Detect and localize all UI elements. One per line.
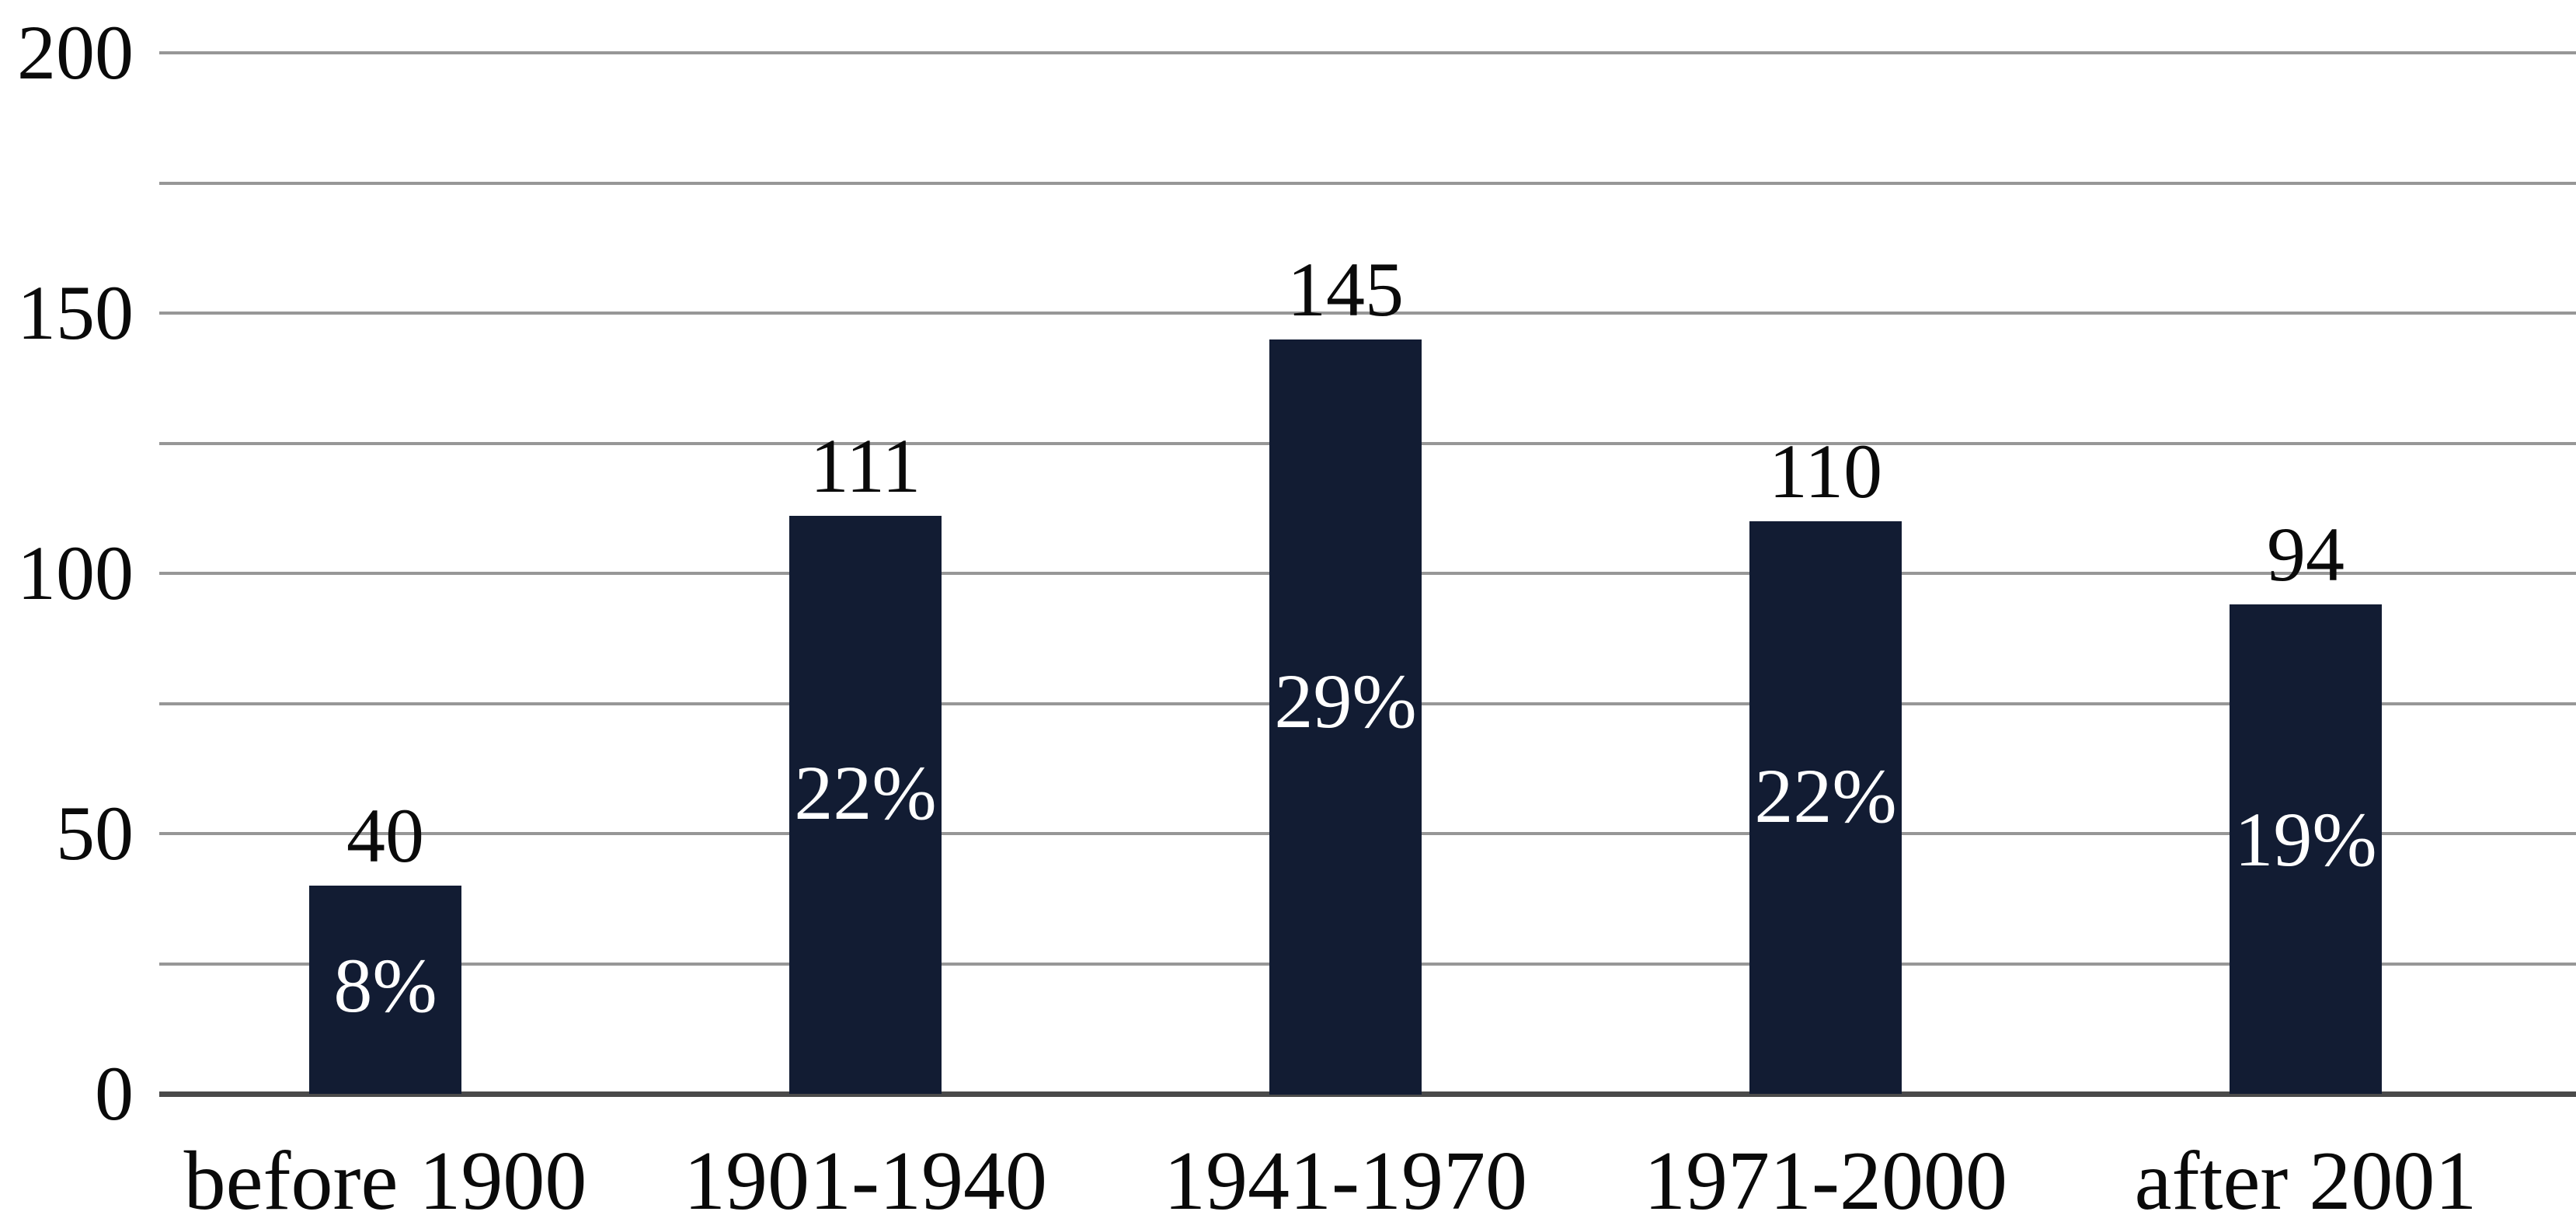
bar-percent-label: 19% [2234, 796, 2377, 883]
y-tick-label: 200 [17, 9, 134, 96]
bar [789, 516, 942, 1094]
y-tick-label: 150 [17, 270, 134, 356]
bar-percent-label: 22% [794, 750, 937, 836]
bar [309, 886, 461, 1094]
gridline [159, 51, 2576, 54]
bar-value-label: 111 [809, 423, 921, 509]
bar [1269, 339, 1422, 1095]
x-category-label: 1941-1970 [1164, 1135, 1527, 1222]
bar-percent-label: 8% [333, 942, 437, 1029]
bar-value-label: 145 [1287, 246, 1404, 332]
bar-value-label: 110 [1768, 428, 1883, 514]
x-category-label: before 1900 [183, 1135, 587, 1222]
y-tick-label: 100 [17, 530, 134, 616]
gridline [159, 182, 2576, 185]
x-category-label: 1901-1940 [684, 1135, 1047, 1222]
y-tick-label: 0 [95, 1050, 134, 1137]
gridline [159, 312, 2576, 315]
x-category-label: 1971-2000 [1644, 1135, 2007, 1222]
bar-percent-label: 29% [1274, 658, 1417, 744]
x-category-label: after 2001 [2134, 1135, 2477, 1222]
bar-value-label: 40 [346, 792, 424, 879]
bar [1749, 521, 1902, 1094]
bar-percent-label: 22% [1754, 753, 1897, 839]
bar-value-label: 94 [2267, 511, 2345, 597]
y-tick-label: 50 [56, 790, 134, 876]
bar [2230, 604, 2382, 1094]
